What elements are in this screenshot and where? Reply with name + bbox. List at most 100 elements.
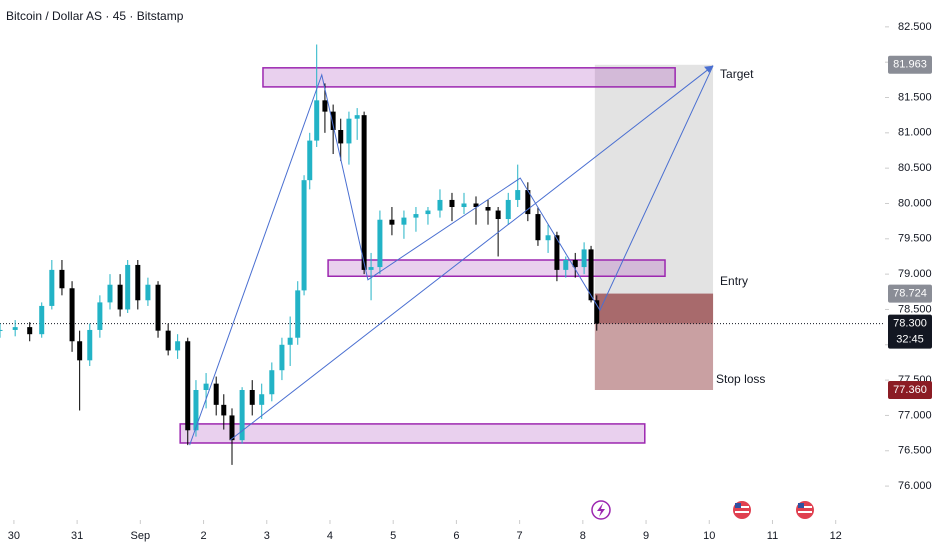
candle-body xyxy=(259,394,265,405)
trend-line xyxy=(189,65,714,446)
candle-body xyxy=(322,100,328,112)
candle-body xyxy=(554,235,560,270)
candle-body xyxy=(354,115,360,119)
event-icon[interactable] xyxy=(796,501,814,519)
event-icon[interactable] xyxy=(733,501,751,519)
candle-body xyxy=(27,327,33,335)
candle-body xyxy=(401,217,407,225)
x-tick-label: 7 xyxy=(517,530,523,542)
y-tick-label: 76.000 xyxy=(898,480,932,492)
y-tick-label: 79.500 xyxy=(898,233,932,245)
annotation: Entry xyxy=(720,274,748,288)
candle-body xyxy=(229,415,235,441)
candle-body xyxy=(213,383,219,405)
candle-body xyxy=(338,130,344,144)
candle-body xyxy=(535,214,541,241)
zone xyxy=(327,259,666,277)
stop-tag xyxy=(888,381,932,399)
candle-body xyxy=(330,111,336,130)
candle-body xyxy=(581,249,587,268)
candle-body xyxy=(165,330,171,351)
candle-body xyxy=(525,190,531,215)
candle-body xyxy=(12,327,18,330)
candle-body xyxy=(69,288,75,342)
x-tick-label: 11 xyxy=(767,530,778,542)
candle-body xyxy=(389,219,395,225)
candle-body xyxy=(193,390,199,431)
candle-body xyxy=(185,341,191,431)
x-tick-label: Sep xyxy=(131,530,151,542)
candle-body xyxy=(314,100,320,141)
candle-body xyxy=(39,305,45,335)
x-tick-label: 2 xyxy=(200,530,206,542)
x-tick-label: 4 xyxy=(327,530,333,542)
x-tick-label: 5 xyxy=(390,530,396,542)
x-tick-label: 6 xyxy=(453,530,459,542)
countdown: 32:45 xyxy=(896,333,924,345)
candle-body xyxy=(495,210,501,220)
candle-body xyxy=(77,341,83,361)
y-tick-label: 78.500 xyxy=(898,303,932,315)
candle-body xyxy=(135,264,141,301)
x-tick-label: 8 xyxy=(580,530,586,542)
candle-body xyxy=(515,190,521,200)
current-price-tag-label: 78.300 xyxy=(893,317,927,329)
candle-body xyxy=(295,290,301,338)
candle-body xyxy=(87,329,93,361)
candle-body xyxy=(287,337,293,345)
candle-body xyxy=(545,235,551,241)
y-tick-label: 79.000 xyxy=(898,268,932,280)
candle-body xyxy=(125,264,131,310)
candle-body xyxy=(279,344,285,371)
candle-body xyxy=(107,284,113,303)
y-tick-label: 81.500 xyxy=(898,91,932,103)
trend-line xyxy=(229,65,714,441)
current-price-tag xyxy=(888,314,932,349)
candle-body xyxy=(117,284,123,310)
x-tick-label: 9 xyxy=(643,530,649,542)
candle-body xyxy=(413,214,419,218)
candle-body xyxy=(473,203,479,208)
y-tick-label: 82.500 xyxy=(898,21,932,33)
candle-body xyxy=(505,199,511,220)
zone xyxy=(262,67,676,88)
y-tick-label: 80.500 xyxy=(898,162,932,174)
candle-body xyxy=(97,302,103,330)
candle-body xyxy=(485,207,491,211)
candle-body xyxy=(307,140,313,181)
open-loss-area xyxy=(594,293,714,324)
candle-body xyxy=(155,284,161,331)
candle-body xyxy=(269,370,275,395)
candle-body xyxy=(59,269,65,289)
candle-body xyxy=(461,203,467,208)
candle-body xyxy=(145,284,151,301)
x-tick-label: 30 xyxy=(8,530,20,542)
layer: 76.00076.50077.00077.50078.00078.50079.0… xyxy=(8,21,932,542)
candle-body xyxy=(49,269,55,306)
target-tag xyxy=(888,55,932,74)
candle-body xyxy=(203,383,209,390)
candle-body xyxy=(425,210,431,215)
event-icon[interactable] xyxy=(591,500,611,520)
candle-body xyxy=(377,219,383,268)
target-area xyxy=(594,64,714,294)
candle-body xyxy=(594,300,600,324)
zone xyxy=(179,423,646,444)
annotation: Stop loss xyxy=(716,372,765,386)
candle-body xyxy=(572,260,578,268)
x-tick-label: 31 xyxy=(71,530,83,542)
candle-body xyxy=(239,390,245,441)
candle-body xyxy=(301,180,307,291)
candle-body xyxy=(0,329,3,331)
x-tick-label: 10 xyxy=(703,530,715,542)
y-tick-label: 76.500 xyxy=(898,445,932,457)
candle-body xyxy=(368,267,374,270)
entry-tag xyxy=(888,284,932,303)
candle-body xyxy=(175,341,181,351)
annotation: Target xyxy=(720,67,754,81)
entry-tag-label: 78.724 xyxy=(893,288,927,300)
y-tick-label: 80.000 xyxy=(898,197,932,209)
x-tick-label: 3 xyxy=(264,530,270,542)
